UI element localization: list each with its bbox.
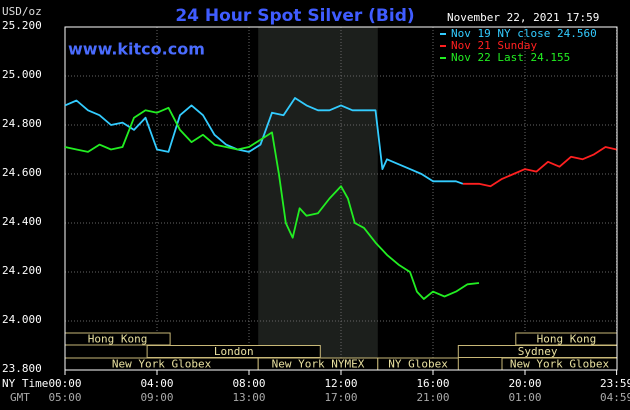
legend-label: Nov 19 NY close 24.560 [451,27,597,40]
session-label: NY Globex [388,358,448,371]
y-axis-label: USD/oz [2,5,42,18]
session-label: Hong Kong [537,333,597,346]
x-tick-label: 04:00 [140,377,173,390]
session-label: New York NYMEX [272,358,365,371]
series-line [462,146,617,188]
x-row-label: GMT [10,391,30,404]
legend-label: Nov 21 Sunday [451,39,537,52]
x-tick-label-gmt: 04:59 [600,391,630,404]
series-line [64,97,464,185]
session-label: New York Globex [112,358,212,371]
x-tick-label-gmt: 17:00 [324,391,357,404]
shaded-region [258,27,378,370]
x-tick-label-gmt: 09:00 [140,391,173,404]
timestamp: November 22, 2021 17:59 [447,11,599,24]
session-label: New York Globex [510,358,610,371]
plot-border [64,26,618,371]
session-label: London [214,345,254,358]
y-tick-label: 25.000 [2,68,42,81]
y-tick-label: 23.800 [2,362,42,375]
site-label: www.kitco.com [68,40,205,59]
chart-title: 24 Hour Spot Silver (Bid) [175,6,414,26]
x-tick-label: 08:00 [232,377,265,390]
x-tick-label: 12:00 [324,377,357,390]
x-row-label: NY Time [2,377,48,390]
x-tick-label-gmt: 05:00 [48,391,81,404]
series-line [64,106,480,300]
y-tick-label: 24.000 [2,313,42,326]
y-tick-label: 24.600 [2,166,42,179]
session-label: Hong Kong [88,333,148,346]
x-tick-label-gmt: 01:00 [508,391,541,404]
y-tick-label: 25.200 [2,19,42,32]
x-tick-label: 23:59 [600,377,630,390]
x-tick-label: 00:00 [48,377,81,390]
x-tick-label-gmt: 21:00 [416,391,449,404]
x-tick-label: 20:00 [508,377,541,390]
y-tick-label: 24.400 [2,215,42,228]
legend-label: Nov 22 Last 24.155 [451,51,570,64]
session-label: Sydney [518,345,558,358]
x-tick-label: 16:00 [416,377,449,390]
y-tick-label: 24.200 [2,264,42,277]
x-tick-label-gmt: 13:00 [232,391,265,404]
y-tick-label: 24.800 [2,117,42,130]
